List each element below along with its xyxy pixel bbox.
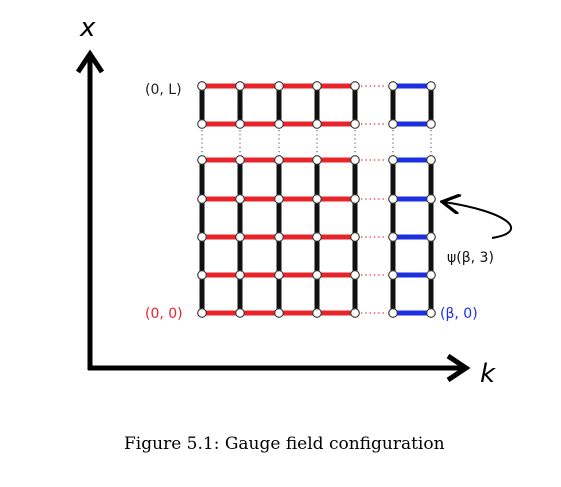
x-axis-arrowhead	[75, 49, 105, 74]
open-circle-site-icon	[312, 232, 322, 242]
open-circle-site-icon	[274, 194, 284, 204]
ellipsis-dots	[201, 85, 432, 314]
open-circle-site-icon	[312, 119, 322, 129]
label-bottom-right: (β, 0)	[440, 306, 478, 322]
lattice-links	[199, 83, 434, 316]
open-circle-site-icon	[197, 194, 207, 204]
k-axis-arrowhead	[446, 353, 471, 383]
open-circle-site-icon	[235, 119, 245, 129]
open-circle-site-icon	[197, 270, 207, 280]
open-circle-site-icon	[350, 194, 360, 204]
open-circle-site-icon	[350, 155, 360, 165]
open-circle-site-icon	[235, 308, 245, 318]
open-circle-site-icon	[350, 119, 360, 129]
open-circle-site-icon	[350, 81, 360, 91]
open-circle-site-icon	[235, 81, 245, 91]
open-circle-site-icon	[312, 155, 322, 165]
open-circle-site-icon	[312, 194, 322, 204]
open-circle-site-icon	[197, 119, 207, 129]
open-circle-site-icon	[350, 270, 360, 280]
open-circle-site-icon	[350, 232, 360, 242]
open-circle-site-icon	[274, 81, 284, 91]
open-circle-site-icon	[388, 308, 398, 318]
figure-caption: Figure 5.1: Gauge field configuration	[124, 434, 445, 454]
open-circle-site-icon	[388, 81, 398, 91]
open-circle-site-icon	[388, 270, 398, 280]
axes: x k	[75, 13, 496, 389]
open-circle-site-icon	[312, 308, 322, 318]
open-circle-site-icon	[426, 155, 436, 165]
open-circle-site-icon	[274, 119, 284, 129]
open-circle-site-icon	[274, 270, 284, 280]
open-circle-site-icon	[350, 308, 360, 318]
open-circle-site-icon	[426, 119, 436, 129]
open-circle-site-icon	[388, 194, 398, 204]
label-bottom-left: (0, 0)	[145, 306, 183, 322]
open-circle-site-icon	[426, 270, 436, 280]
open-circle-site-icon	[235, 270, 245, 280]
open-circle-site-icon	[426, 81, 436, 91]
open-circle-site-icon	[274, 155, 284, 165]
open-circle-site-icon	[312, 270, 322, 280]
open-circle-site-icon	[426, 308, 436, 318]
open-circle-site-icon	[235, 232, 245, 242]
open-circle-site-icon	[197, 308, 207, 318]
open-circle-site-icon	[274, 232, 284, 242]
open-circle-site-icon	[388, 155, 398, 165]
open-circle-site-icon	[388, 232, 398, 242]
open-circle-site-icon	[426, 194, 436, 204]
open-circle-site-icon	[312, 81, 322, 91]
label-top-left: (0, L)	[145, 82, 182, 98]
open-circle-site-icon	[235, 155, 245, 165]
curved-arrow-icon	[444, 202, 513, 239]
lattice-sites	[197, 81, 436, 318]
label-annotation: ψ(β, 3)	[447, 250, 494, 266]
open-circle-site-icon	[235, 194, 245, 204]
open-circle-site-icon	[426, 232, 436, 242]
open-circle-site-icon	[197, 81, 207, 91]
x-axis-label: x	[79, 13, 96, 43]
open-circle-site-icon	[197, 232, 207, 242]
open-circle-site-icon	[274, 308, 284, 318]
open-circle-site-icon	[197, 155, 207, 165]
k-axis-label: k	[480, 359, 496, 389]
open-circle-site-icon	[388, 119, 398, 129]
